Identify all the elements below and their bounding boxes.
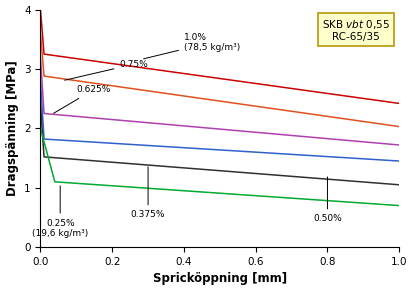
Text: 0.25%
(19,6 kg/m³): 0.25% (19,6 kg/m³) <box>32 186 88 238</box>
Text: 0.375%: 0.375% <box>131 167 165 219</box>
Text: 0.625%: 0.625% <box>54 85 111 113</box>
Text: 0.50%: 0.50% <box>313 177 342 223</box>
Y-axis label: Dragspänning [MPa]: Dragspänning [MPa] <box>5 61 19 196</box>
Text: SKB $\it{vbt}$ 0,55
RC-65/35: SKB $\it{vbt}$ 0,55 RC-65/35 <box>322 18 390 42</box>
X-axis label: Spricköppning [mm]: Spricköppning [mm] <box>153 272 287 285</box>
Text: 0.75%: 0.75% <box>65 60 148 80</box>
Text: 1.0%
(78,5 kg/m³): 1.0% (78,5 kg/m³) <box>144 33 240 59</box>
